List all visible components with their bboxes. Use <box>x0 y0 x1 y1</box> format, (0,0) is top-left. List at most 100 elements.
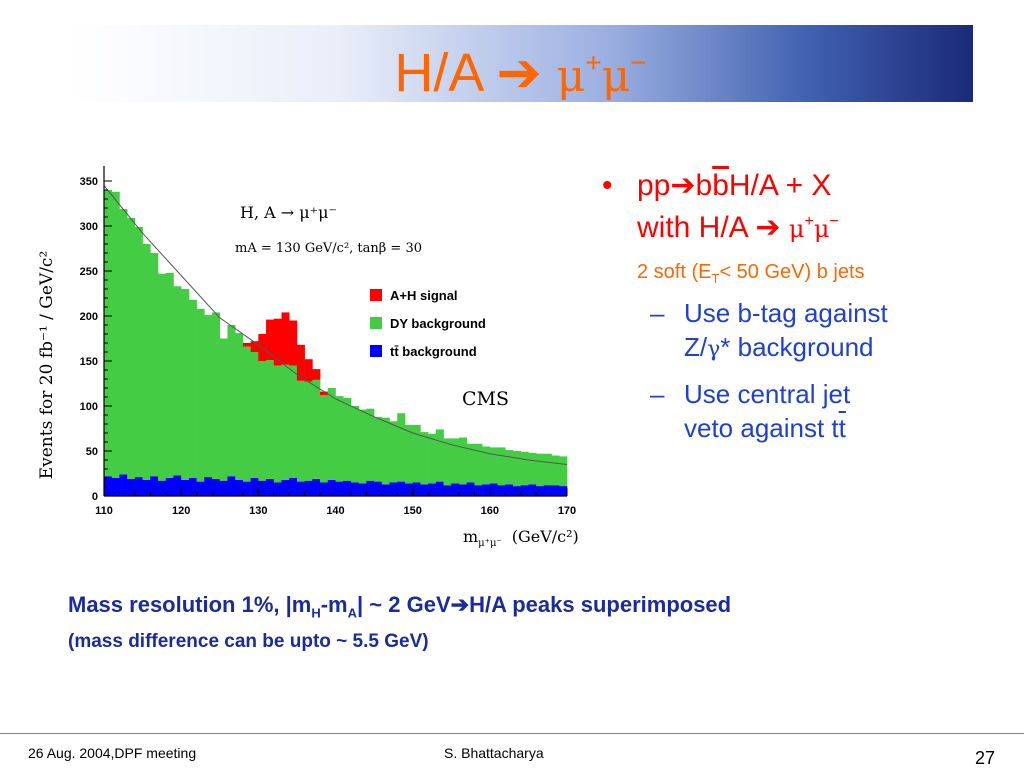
bin-dy <box>158 273 167 481</box>
legend-swatch-tt <box>370 345 382 357</box>
bin-tt <box>389 482 398 496</box>
x-axis-label: mμ⁺μ⁻ (GeV/c²) <box>463 527 579 549</box>
bin-tt <box>289 478 298 496</box>
bin-dy <box>273 365 282 483</box>
y-axis-label: Events for 20 fb⁻¹ / GeV/c² <box>37 251 57 480</box>
title-bar: H/A ➔ μ+μ− <box>68 25 973 103</box>
bin-signal <box>273 318 282 366</box>
bin-dy <box>366 408 375 481</box>
bin-tt <box>512 486 521 496</box>
bin-dy <box>296 380 305 482</box>
bin-tt <box>420 484 429 496</box>
bin-dy <box>289 365 298 478</box>
legend-swatch-dy <box>370 317 382 329</box>
bin-tt <box>482 484 491 496</box>
bin-signal <box>250 341 259 352</box>
footer-author: S. Bhattacharya <box>444 745 544 761</box>
bin-tt <box>258 480 267 496</box>
x-tick-label: 160 <box>481 505 499 517</box>
bin-tt <box>158 480 167 496</box>
bin-tt <box>335 481 344 496</box>
legend-label-signal: A+H signal <box>390 288 458 303</box>
bin-dy <box>505 450 514 485</box>
bin-tt <box>119 474 128 496</box>
bin-dy <box>443 438 452 486</box>
bin-tt <box>505 484 514 496</box>
annotation-cms: CMS <box>462 388 509 410</box>
bin-tt <box>528 484 537 496</box>
bin-tt <box>212 478 221 496</box>
bin-dy <box>397 413 406 482</box>
bin-dy <box>528 452 537 485</box>
bin-dy <box>312 379 321 479</box>
bin-dy <box>119 208 128 475</box>
bin-dy <box>266 360 275 479</box>
bin-signal <box>320 391 329 396</box>
bin-dy <box>188 299 197 478</box>
bullet-list: • pp➔bbH/A + X with H/A ➔ μ+μ− 2 soft (ET… <box>600 168 1000 455</box>
bin-dy <box>551 455 560 486</box>
bin-dy <box>420 432 429 485</box>
bin-dy <box>142 244 151 480</box>
bin-tt <box>543 485 552 496</box>
bin-tt <box>381 484 390 496</box>
bin-tt <box>474 485 483 496</box>
bin-signal <box>304 359 313 382</box>
bin-signal <box>296 344 305 381</box>
bin-dy <box>258 361 267 481</box>
annotation-mass: mA = 130 GeV/c², tanβ = 30 <box>235 241 422 256</box>
bin-tt <box>312 478 321 496</box>
bin-tt <box>304 480 313 496</box>
bin-dy <box>559 456 568 487</box>
y-tick-label: 200 <box>80 311 98 323</box>
y-tick-label: 250 <box>80 266 98 278</box>
bin-tt <box>235 479 244 496</box>
x-tick-label: 170 <box>558 505 576 517</box>
bin-dy <box>165 272 174 478</box>
bin-dy <box>204 315 213 478</box>
bin-tt <box>181 479 190 496</box>
legend-label-tt: tt̄ background <box>390 344 477 359</box>
bin-tt <box>536 486 545 496</box>
bin-tt <box>520 485 529 496</box>
bin-dy <box>134 226 143 478</box>
bin-tt <box>219 480 228 496</box>
bin-dy <box>358 409 367 484</box>
bin-tt <box>327 479 336 496</box>
bin-dy <box>489 447 498 484</box>
x-tick-label: 130 <box>249 505 267 517</box>
bin-dy <box>150 253 159 477</box>
bin-dy <box>212 312 221 479</box>
bin-dy <box>335 396 344 482</box>
bin-tt <box>428 483 437 496</box>
y-tick-label: 300 <box>80 221 98 233</box>
bin-dy <box>350 406 359 483</box>
bin-dy <box>536 453 545 487</box>
y-tick-label: 150 <box>80 356 98 368</box>
bin-dy <box>235 333 244 480</box>
footer-divider <box>0 733 1024 734</box>
y-tick-label: 100 <box>80 401 98 413</box>
bin-dy <box>389 421 398 483</box>
bin-dy <box>520 451 529 486</box>
bin-dy <box>127 217 136 479</box>
y-tick-label: 50 <box>86 446 98 458</box>
bin-tt <box>188 478 197 496</box>
bin-dy <box>458 437 467 485</box>
bullet-process: • pp➔bbH/A + X with H/A ➔ μ+μ− <box>602 169 839 244</box>
annotation-process: H, A → μ⁺μ⁻ <box>240 203 337 222</box>
bin-dy <box>304 381 313 481</box>
bin-signal <box>289 320 298 366</box>
bin-dy <box>111 191 120 479</box>
sub-bullet-btag: – Use b-tag against Z/γ* background <box>650 298 888 362</box>
bin-signal <box>266 319 275 361</box>
mass-spectrum-chart: 110 120 130 140 150 160 170 0 50 100 150 200 250 300 3… <box>30 150 585 555</box>
bin-dy <box>320 395 329 483</box>
bin-dy <box>497 447 506 486</box>
bin-dy <box>428 433 437 484</box>
bin-tt <box>489 483 498 496</box>
bin-dy <box>173 286 182 476</box>
mass-resolution-note: Mass resolution 1%, |mH-mA| ~ 2 GeV➔H/A … <box>68 590 731 656</box>
bin-dy <box>404 424 413 484</box>
x-tick-label: 120 <box>172 505 190 517</box>
